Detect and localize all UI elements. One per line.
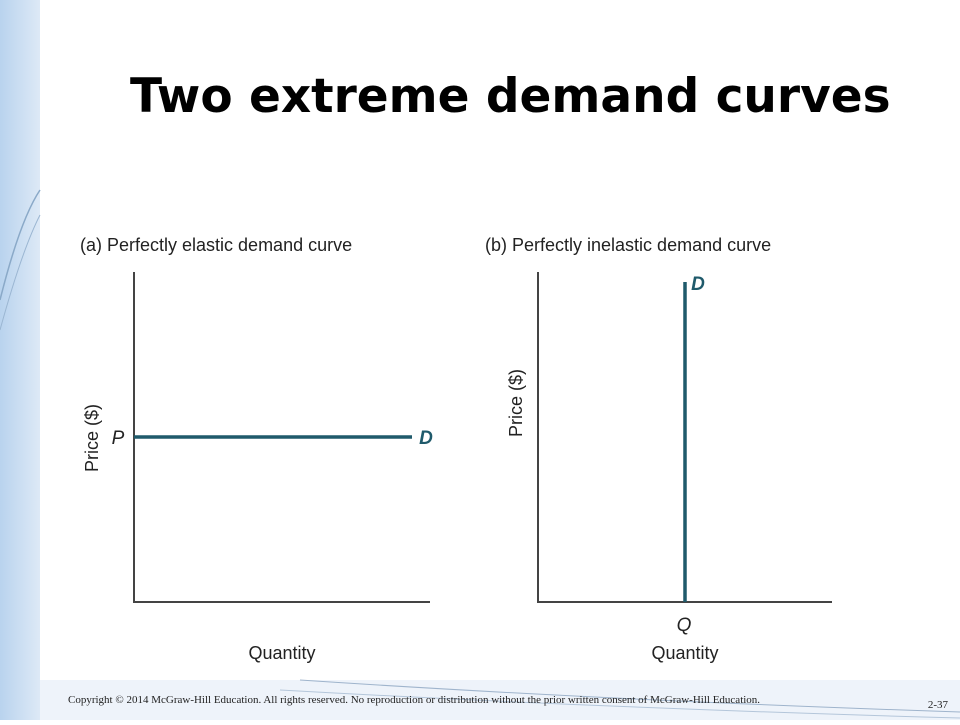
- quantity-marker: Q: [677, 615, 692, 636]
- page-number: 2-37: [928, 699, 949, 711]
- panel-title: (b) Perfectly inelastic demand curve: [485, 235, 771, 255]
- y-axis-label: Price ($): [506, 369, 526, 437]
- price-marker: P: [112, 428, 125, 449]
- x-axis-label: Quantity: [248, 643, 315, 663]
- copyright: Copyright © 2014 McGraw-Hill Education. …: [68, 694, 760, 706]
- decor-line: [0, 214, 41, 331]
- y-axis-label: Price ($): [82, 404, 102, 472]
- side-band: [0, 0, 40, 720]
- decor-line: [279, 689, 960, 719]
- curve-label: D: [691, 274, 705, 295]
- decor-line: [299, 679, 960, 713]
- curve-label: D: [419, 428, 433, 449]
- decor-line: [0, 189, 41, 301]
- slide-title: Two extreme demand curves: [130, 69, 891, 124]
- panel-title: (a) Perfectly elastic demand curve: [80, 235, 352, 255]
- x-axis-label: Quantity: [651, 643, 718, 663]
